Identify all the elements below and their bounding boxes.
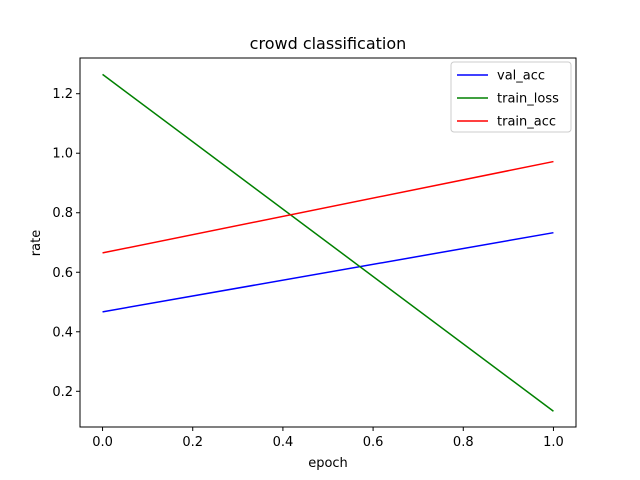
y-axis-label: rate xyxy=(29,230,44,256)
x-tick-label: 0.4 xyxy=(273,435,294,450)
legend: val_acc train_loss train_acc xyxy=(450,61,572,133)
y-tick-label: 1.0 xyxy=(52,147,73,162)
y-tick-label: 0.6 xyxy=(52,266,73,281)
x-axis-ticks: 0.0 0.2 0.4 0.6 0.8 1.0 xyxy=(92,427,564,450)
y-tick-label: 0.8 xyxy=(52,206,73,221)
x-axis-label: epoch xyxy=(308,456,348,471)
x-tick-label: 0.8 xyxy=(453,435,474,450)
y-tick-label: 1.2 xyxy=(52,87,73,102)
x-tick-label: 0.0 xyxy=(92,435,113,450)
legend-box xyxy=(450,61,572,133)
x-tick-label: 0.6 xyxy=(363,435,384,450)
y-tick-label: 0.2 xyxy=(52,385,73,400)
legend-label: train_loss xyxy=(497,92,559,107)
legend-label: val_acc xyxy=(497,69,545,84)
y-tick-label: 0.4 xyxy=(52,325,73,340)
series-line-train-acc xyxy=(102,160,554,254)
chart-title: crowd classification xyxy=(250,34,407,53)
x-tick-label: 0.2 xyxy=(182,435,203,450)
x-tick-label: 1.0 xyxy=(543,435,564,450)
series-line-train-loss xyxy=(102,73,554,412)
plot-frame xyxy=(79,57,577,428)
series-lines xyxy=(102,73,554,412)
series-line-val-acc xyxy=(102,231,554,313)
y-axis-ticks: 0.2 0.4 0.6 0.8 1.0 1.2 xyxy=(52,87,80,400)
legend-label: train_acc xyxy=(497,115,556,130)
